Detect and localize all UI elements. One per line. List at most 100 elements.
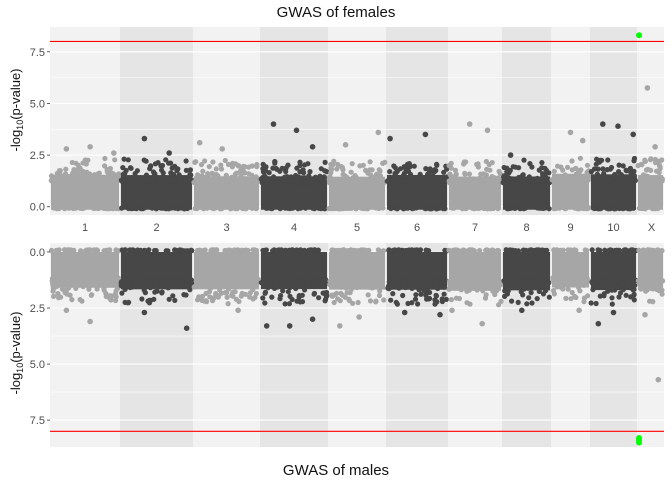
- female-snp-cloud-chr-4: [258, 158, 330, 212]
- male-snp-point: [231, 279, 237, 285]
- female-snp-point: [452, 167, 459, 173]
- male-snp-point: [253, 290, 259, 297]
- male-snp-point: [453, 247, 459, 253]
- male-snp-cloud-chr-9: [550, 247, 591, 305]
- female-snp-point: [616, 162, 622, 168]
- male-snp-point: [395, 278, 402, 284]
- female-snp-point: [121, 156, 127, 162]
- male-snp-point: [50, 286, 57, 292]
- female-snp-point: [400, 205, 406, 211]
- female-snp-point: [111, 173, 117, 179]
- female-snp-point: [526, 174, 532, 180]
- female-snp-point: [659, 178, 665, 184]
- chromosome-label-7: 7: [472, 222, 478, 234]
- female-peak-point: [466, 121, 473, 127]
- male-snp-point: [560, 286, 566, 292]
- male-snp-cloud-chr-2: [118, 247, 195, 306]
- male-snp-point: [80, 284, 86, 290]
- male-snp-point: [455, 278, 461, 284]
- female-snp-point: [640, 205, 646, 211]
- male-snp-point: [152, 289, 158, 295]
- male-snp-point: [105, 276, 111, 282]
- female-snp-point: [575, 173, 581, 179]
- chromosome-label-8: 8: [523, 222, 529, 234]
- male-snp-point: [74, 276, 80, 282]
- female-snp-point: [380, 205, 386, 211]
- male-snp-point: [141, 287, 147, 293]
- female-snp-point: [185, 178, 191, 184]
- male-snp-point: [179, 278, 185, 284]
- female-chart-title: GWAS of females: [277, 4, 396, 21]
- female-snp-point: [458, 205, 464, 211]
- female-snp-point: [604, 167, 610, 173]
- female-snp-point: [363, 167, 369, 173]
- female-snp-point: [318, 205, 324, 211]
- female-snp-point: [535, 179, 542, 185]
- female-snp-point: [50, 176, 56, 182]
- female-peak-point: [567, 129, 574, 136]
- male-peak-point: [87, 318, 93, 325]
- male-snp-point: [504, 287, 510, 293]
- female-snp-point: [447, 171, 453, 177]
- male-snp-point: [448, 248, 454, 254]
- female-snp-point: [338, 179, 344, 185]
- male-snp-point: [388, 297, 394, 303]
- male-snp-point: [621, 248, 628, 254]
- female-snp-point: [266, 170, 272, 176]
- female-snp-point: [175, 166, 181, 172]
- male-snp-point: [466, 247, 472, 253]
- male-snp-point: [239, 290, 245, 296]
- male-snp-point: [155, 279, 161, 285]
- male-snp-cloud-chr-4: [258, 247, 330, 307]
- female-snp-point: [89, 178, 95, 184]
- male-snp-point: [409, 285, 415, 291]
- male-snp-point: [363, 247, 369, 254]
- female-snp-point: [603, 205, 610, 211]
- female-snp-point: [273, 179, 280, 185]
- male-snp-point: [616, 294, 622, 300]
- female-snp-point: [312, 205, 318, 211]
- male-peak-point: [356, 314, 362, 320]
- male-peak-point: [286, 323, 293, 329]
- female-snp-point: [514, 180, 520, 186]
- male-snp-point: [487, 278, 493, 284]
- male-snp-point: [114, 275, 120, 281]
- female-snp-point: [213, 166, 219, 172]
- female-snp-point: [294, 165, 300, 171]
- female-snp-point: [200, 168, 206, 174]
- female-snp-point: [320, 179, 326, 185]
- male-snp-cloud-chr-7: [446, 247, 504, 308]
- female-snp-point: [627, 165, 634, 171]
- female-snp-point: [75, 166, 81, 172]
- male-snp-point: [151, 296, 157, 302]
- female-snp-point: [94, 177, 101, 184]
- female-snp-point: [491, 174, 497, 180]
- male-snp-point: [605, 248, 612, 254]
- male-snp-point: [446, 286, 452, 292]
- male-snp-point: [271, 285, 277, 291]
- male-snp-point: [616, 247, 622, 253]
- female-snp-point: [267, 205, 273, 211]
- male-snp-point: [434, 299, 440, 305]
- male-snp-point: [448, 297, 454, 303]
- female-snp-point: [537, 205, 544, 211]
- male-snp-point: [144, 248, 150, 254]
- female-snp-point: [392, 171, 398, 177]
- male-snp-point: [165, 285, 171, 291]
- female-snp-point: [525, 179, 531, 185]
- male-snp-point: [86, 286, 92, 292]
- female-snp-point: [176, 174, 182, 180]
- female-peak-point: [375, 129, 382, 136]
- male-snp-point: [513, 278, 520, 284]
- female-snp-point: [441, 178, 447, 184]
- female-significant-snp-point: [636, 32, 642, 39]
- female-snp-point: [318, 175, 324, 181]
- female-snp-point: [407, 171, 414, 177]
- male-snp-point: [409, 300, 415, 306]
- female-snp-point: [652, 160, 659, 166]
- male-snp-point: [518, 279, 524, 285]
- male-snp-point: [595, 247, 601, 253]
- male-snp-point: [287, 285, 293, 291]
- female-snp-point: [260, 166, 266, 172]
- female-snp-point: [303, 179, 309, 186]
